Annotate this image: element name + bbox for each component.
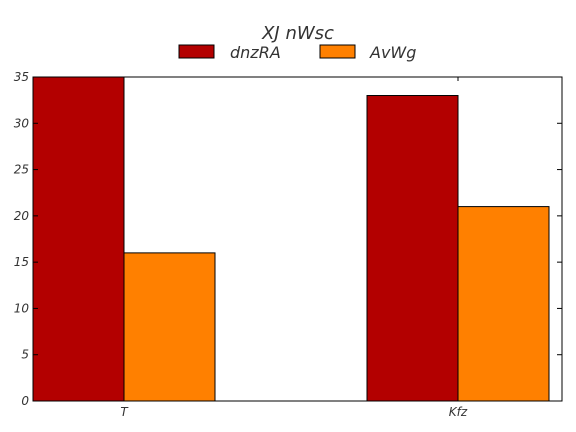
bar-kfz-avwg [457,206,550,402]
legend-swatch-avwg [319,44,356,59]
bar-t-dnzra [32,76,125,402]
y-tick-label: 0 [21,394,29,408]
bar-t-avwg [123,252,216,402]
bar-kfz-dnzra [366,95,459,402]
legend-swatch-dnzra [178,44,215,59]
legend-label-avwg: AvWg [369,43,416,62]
chart-title: XJ nWsc [261,23,334,44]
y-tick-label: 20 [14,209,30,223]
y-axis-ticks: 0 5 10 15 20 25 30 35 [14,70,562,408]
y-tick-label: 35 [14,70,29,84]
legend: dnzRA AvWg [178,43,416,62]
bars [32,76,550,402]
y-tick-label: 15 [14,255,29,269]
legend-label-dnzra: dnzRA [230,43,281,62]
plot-frame [32,76,563,402]
x-tick-label: Kfz [449,405,468,419]
y-tick-label: 5 [21,348,29,362]
y-tick-label: 30 [14,116,30,130]
y-tick-label: 25 [14,163,29,177]
x-tick-label: T [120,405,129,419]
y-tick-label: 10 [14,301,30,315]
x-axis-ticks: T Kfz [120,77,468,419]
